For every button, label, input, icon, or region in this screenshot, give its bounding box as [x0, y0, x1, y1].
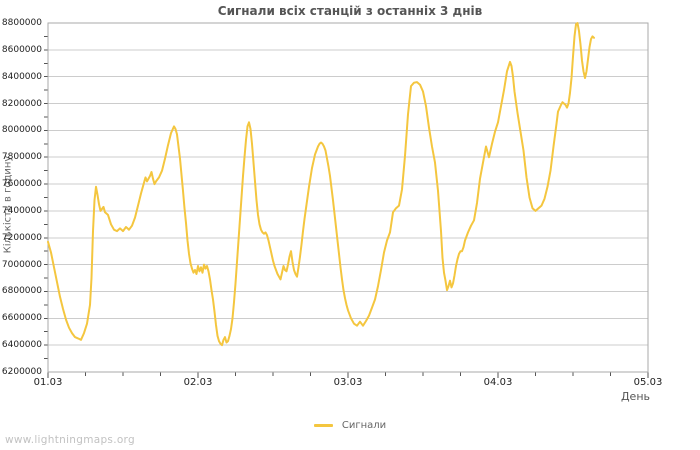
y-tick-label: 7000000: [1, 259, 42, 270]
y-tick-label: 6200000: [1, 367, 42, 377]
legend-entry: Сигнали: [313, 420, 387, 431]
x-tick-label: 03.03: [333, 377, 363, 388]
y-tick-label: 6400000: [1, 340, 42, 351]
y-tick-label: 6800000: [1, 286, 42, 297]
y-tick-label: 8000000: [1, 125, 42, 136]
y-tick-label: 6600000: [1, 313, 42, 324]
x-axis-title: День: [620, 390, 650, 403]
x-tick-label: 01.03: [33, 377, 63, 388]
plot-frame: [47, 22, 649, 373]
y-tick-label: 7800000: [1, 152, 42, 163]
y-tick-label: 8800000: [1, 18, 42, 28]
y-tick-label: 7600000: [1, 179, 42, 190]
chart-title: Сигнали всіх станцій з останніх 3 днів: [217, 4, 483, 18]
x-tick-label: 02.03: [183, 377, 213, 388]
y-tick-label: 8400000: [1, 71, 42, 82]
x-tick-label: 04.03: [483, 377, 513, 388]
series-line-Сигнали: [47, 22, 595, 347]
watermark: www.lightningmaps.org: [5, 434, 135, 446]
legend-label: Сигнали: [341, 420, 387, 431]
legend-line-swatch: [313, 424, 333, 427]
x-tick-label: 05.03: [633, 377, 663, 388]
y-tick-label: 8200000: [1, 98, 42, 109]
y-tick-label: 7200000: [1, 232, 42, 243]
legend: Сигнали: [0, 412, 700, 431]
y-tick-label: 8600000: [1, 44, 42, 55]
y-tick-label: 7400000: [1, 205, 42, 216]
